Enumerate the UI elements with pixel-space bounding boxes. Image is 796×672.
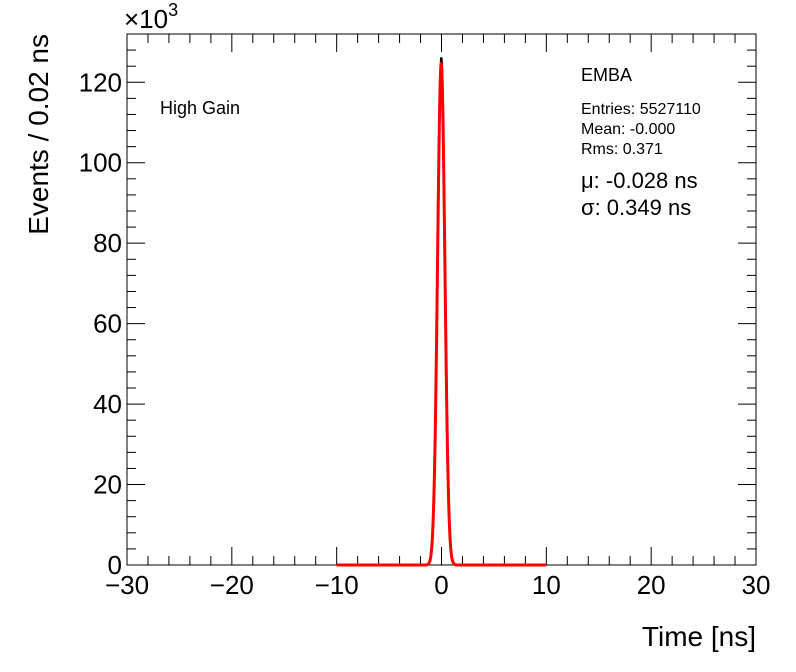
y-tick-label: 120	[79, 67, 122, 97]
y-multiplier-exponent: 3	[168, 0, 178, 20]
x-axis-title: Time [ns]	[642, 621, 756, 652]
x-axis-ticks	[126, 34, 757, 565]
x-tick-label: 10	[532, 570, 561, 600]
x-tick-label: 30	[742, 570, 771, 600]
y-tick-label: 60	[93, 309, 122, 339]
y-tick-label: 100	[79, 148, 122, 178]
y-tick-label: 0	[108, 550, 122, 580]
stats-rms: Rms: 0.371	[581, 141, 663, 158]
y-axis-title: Events / 0.02 ns	[23, 34, 54, 235]
y-multiplier-base: ×10	[124, 4, 168, 34]
stats-mu: μ: -0.028 ns	[581, 168, 698, 193]
stats-sigma: σ: 0.349 ns	[581, 195, 691, 220]
stats-name: EMBA	[581, 65, 632, 85]
y-multiplier: ×103	[124, 0, 178, 34]
y-tick-label: 20	[93, 470, 122, 500]
y-tick-label: 80	[93, 228, 122, 258]
histogram-series	[357, 57, 526, 566]
x-tick-label: −30	[105, 570, 149, 600]
x-tick-label: 0	[434, 570, 448, 600]
x-axis-tick-labels: −30 −20 −10 0 10 20 30	[105, 570, 771, 600]
x-tick-label: 20	[637, 570, 666, 600]
gaussian-fit-curve	[336, 61, 547, 567]
x-tick-label: −20	[210, 570, 254, 600]
x-tick-label: −10	[315, 570, 359, 600]
stats-entries: Entries: 5527110	[581, 101, 701, 118]
y-tick-label: 40	[93, 389, 122, 419]
stats-mean: Mean: -0.000	[581, 121, 675, 138]
y-axis-tick-labels: 0 20 40 60 80 100 120	[79, 67, 122, 580]
annotation-high-gain: High Gain	[160, 98, 240, 118]
y-axis-ticks	[127, 33, 756, 566]
